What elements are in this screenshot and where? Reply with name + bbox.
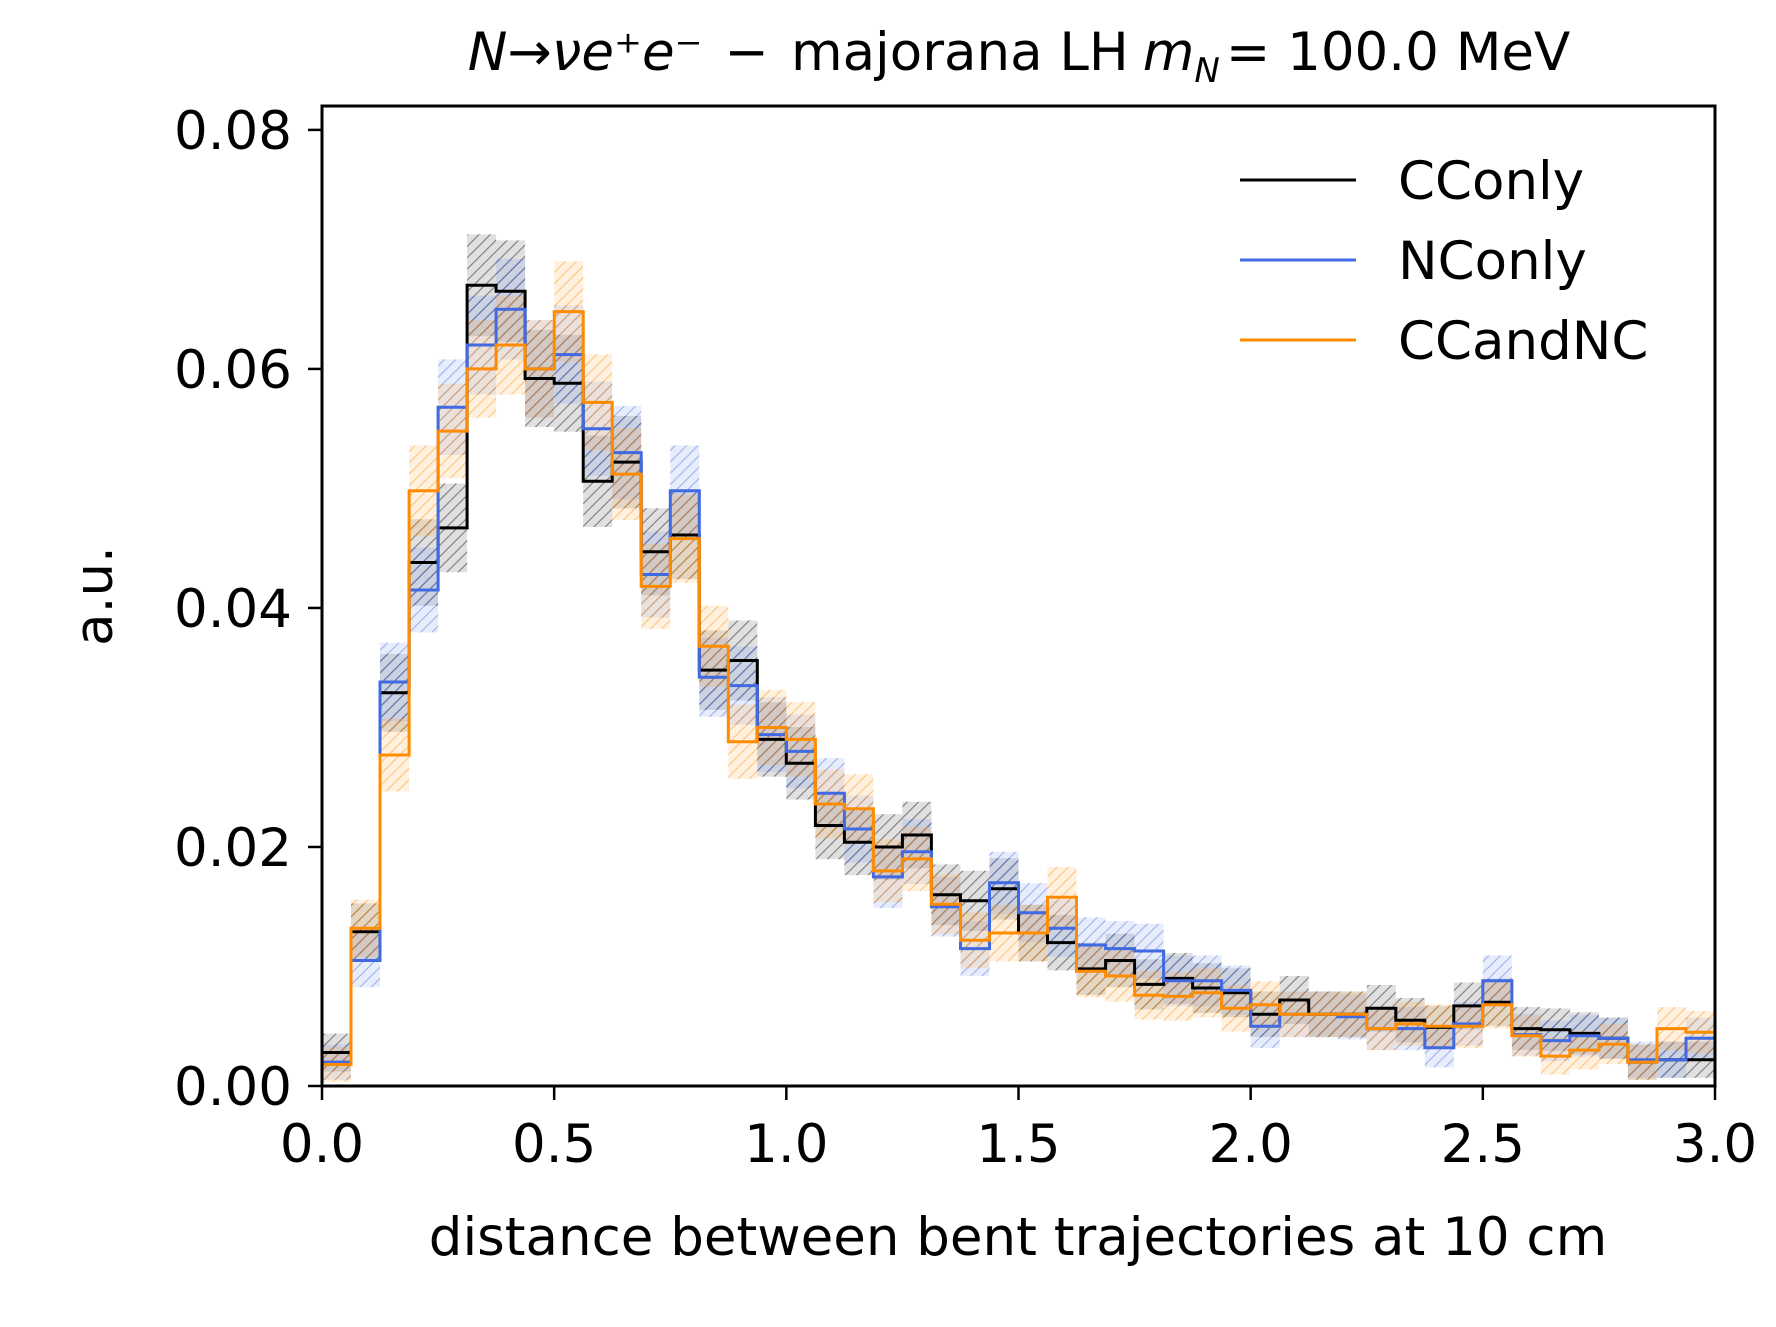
chart-title: N→νe⁺e⁻ − majorana LH mN = 100.0 MeV [468, 22, 1571, 91]
x-tick-label: 2.5 [1441, 1114, 1525, 1175]
series-lines [322, 283, 1715, 1066]
x-tick-label: 0.5 [512, 1114, 596, 1175]
legend-label-ccandnc: CCandNC [1398, 311, 1648, 372]
y-axis-ticks: 0.00 0.02 0.04 0.06 0.08 [174, 101, 322, 1118]
legend-label-nconly: NConly [1398, 231, 1587, 292]
legend-label-cconly: CConly [1398, 151, 1584, 212]
x-axis-label: distance between bent trajectories at 10… [429, 1207, 1607, 1268]
cconly-series-line [322, 283, 1715, 1064]
legend: CConly NConly CCandNC [1240, 151, 1648, 372]
y-tick-label: 0.02 [174, 818, 292, 879]
y-tick-label: 0.04 [174, 579, 292, 640]
y-tick-label: 0.08 [174, 101, 292, 162]
y-tick-label: 0.06 [174, 340, 292, 401]
x-tick-label: 1.0 [744, 1114, 828, 1175]
x-tick-label: 2.0 [1209, 1114, 1293, 1175]
y-tick-label: 0.00 [174, 1057, 292, 1118]
x-tick-label: 1.5 [976, 1114, 1060, 1175]
x-tick-label: 3.0 [1673, 1114, 1757, 1175]
x-axis-ticks: 0.0 0.5 1.0 1.5 2.0 2.5 3.0 [280, 1086, 1757, 1175]
ccandnc-series-line [322, 310, 1715, 1066]
y-axis-label: a.u. [64, 546, 125, 646]
x-tick-label: 0.0 [280, 1114, 364, 1175]
